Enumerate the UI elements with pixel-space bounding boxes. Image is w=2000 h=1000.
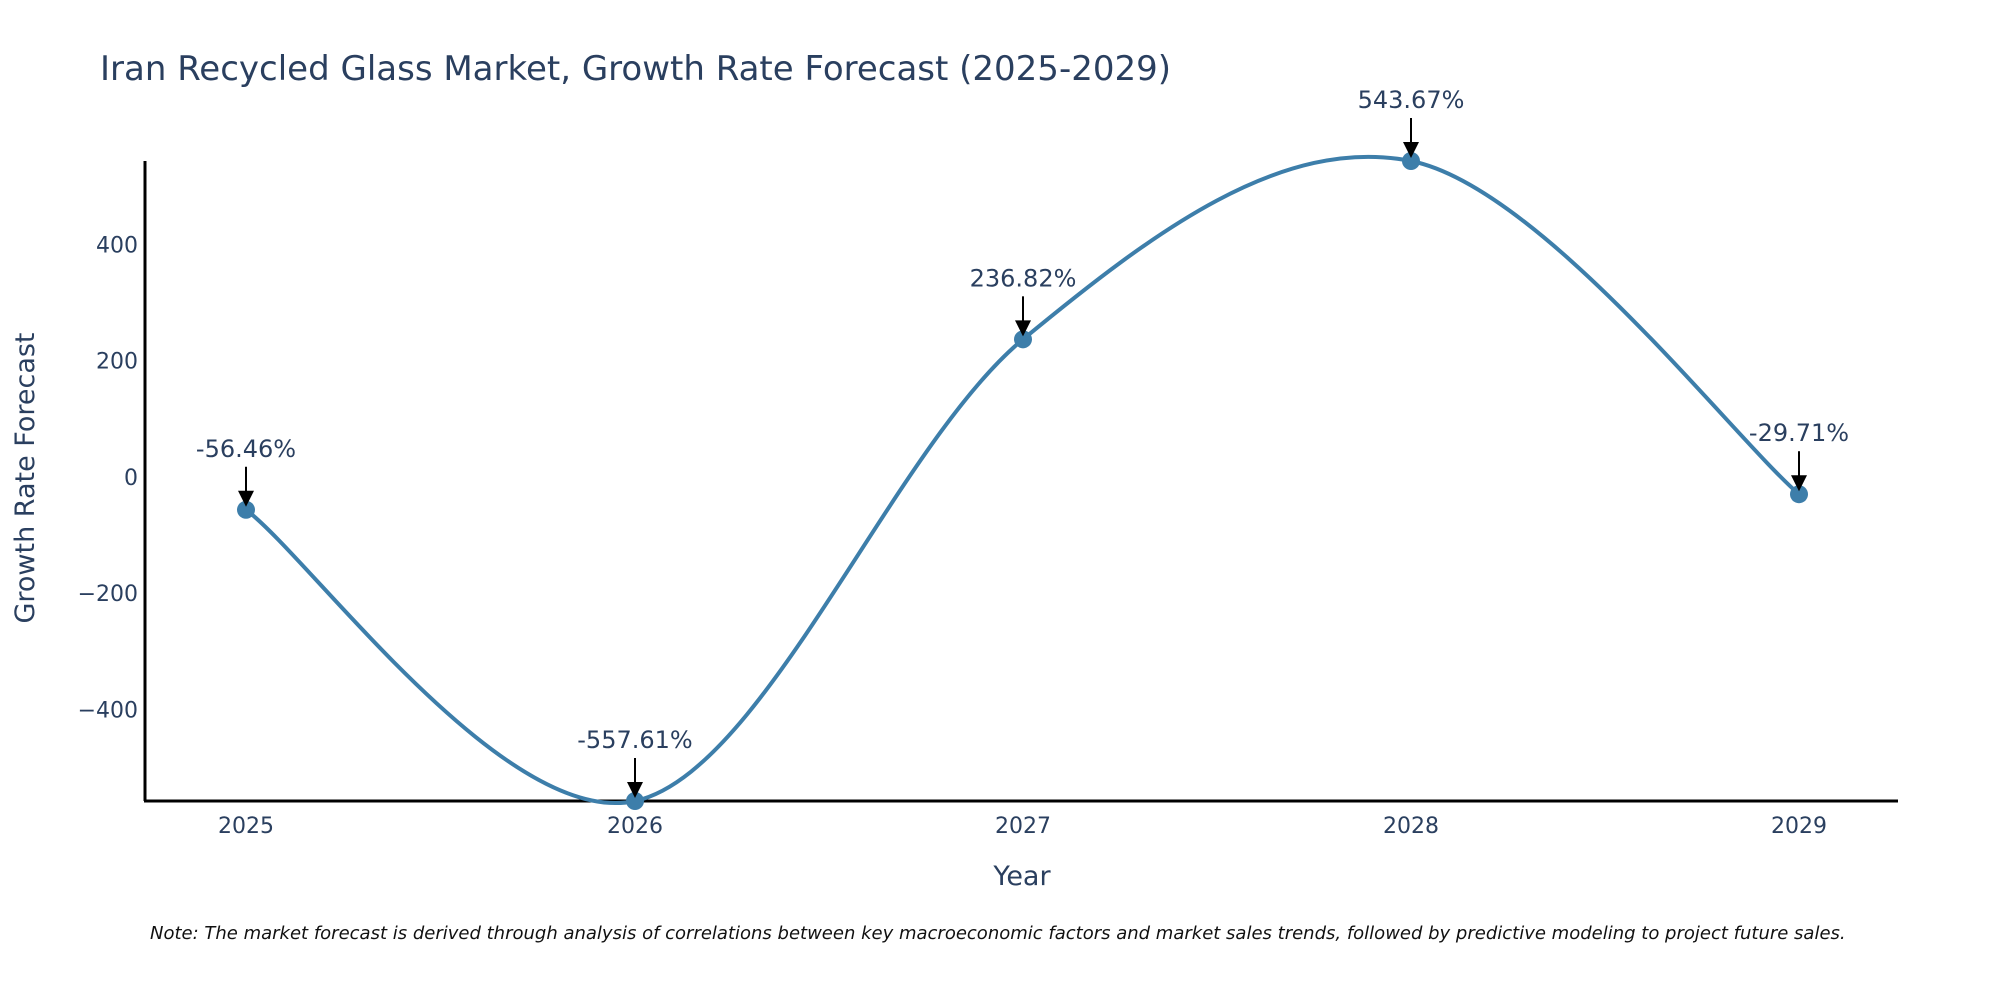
x-tick-label: 2027	[995, 814, 1051, 839]
chart-title: Iran Recycled Glass Market, Growth Rate …	[100, 49, 1171, 89]
y-tick-label: 200	[96, 350, 138, 375]
x-axis-title: Year	[992, 861, 1051, 892]
y-axis-ticks: −400 −200 0 200 400	[78, 233, 138, 723]
series-line	[244, 154, 1801, 806]
y-tick-label: 400	[96, 233, 138, 258]
annotation-arrow-head	[1015, 320, 1031, 337]
x-tick-label: 2025	[218, 814, 274, 839]
y-tick-label: 0	[124, 466, 138, 491]
footnote: Note: The market forecast is derived thr…	[150, 923, 1846, 944]
annotation-arrow-head	[627, 782, 643, 798]
x-tick-label: 2026	[607, 814, 663, 839]
annotation-arrow-head	[238, 490, 254, 507]
data-label: 236.82%	[970, 264, 1077, 292]
annotation-layer: -56.46% -557.61% 236.82% 543.67% -29.71%	[196, 86, 1849, 798]
y-tick-label: −400	[78, 698, 138, 723]
data-point[interactable]	[1402, 152, 1420, 170]
data-point[interactable]	[237, 500, 255, 519]
x-tick-label: 2029	[1771, 814, 1827, 839]
data-point[interactable]	[1014, 330, 1032, 349]
data-point[interactable]	[1790, 485, 1808, 504]
y-axis-title: Growth Rate Forecast	[10, 332, 41, 623]
y-tick-label: −200	[78, 582, 138, 607]
data-label: 543.67%	[1358, 86, 1465, 114]
data-label: -56.46%	[196, 435, 296, 463]
data-label: -557.61%	[577, 726, 692, 754]
data-label: -29.71%	[1749, 419, 1849, 447]
x-axis-ticks: 2025 2026 2027 2028 2029	[218, 814, 1827, 839]
x-tick-label: 2028	[1383, 814, 1439, 839]
series-layer	[237, 152, 1808, 810]
annotation-arrow-head	[1791, 475, 1807, 492]
data-point[interactable]	[626, 792, 644, 810]
annotation-arrow-head	[1403, 142, 1419, 158]
